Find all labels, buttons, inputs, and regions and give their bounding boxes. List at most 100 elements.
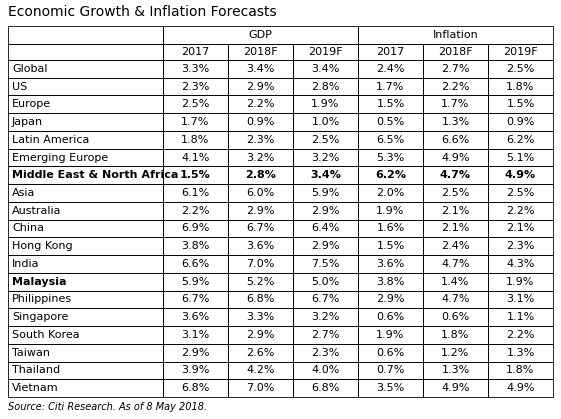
Bar xyxy=(163,26,358,44)
Bar xyxy=(358,202,423,220)
Bar xyxy=(423,202,488,220)
Text: 7.0%: 7.0% xyxy=(246,383,275,393)
Text: Middle East & North Africa: Middle East & North Africa xyxy=(12,170,178,180)
Bar xyxy=(358,255,423,273)
Bar xyxy=(423,60,488,78)
Bar xyxy=(163,273,228,291)
Text: 2.5%: 2.5% xyxy=(311,135,340,145)
Bar xyxy=(228,149,293,166)
Text: 6.4%: 6.4% xyxy=(311,223,340,233)
Bar xyxy=(358,184,423,202)
Bar xyxy=(488,149,553,166)
Text: 3.4%: 3.4% xyxy=(246,64,275,74)
Bar xyxy=(358,379,423,397)
Bar xyxy=(8,362,163,379)
Text: 2.1%: 2.1% xyxy=(507,223,535,233)
Bar xyxy=(8,273,163,291)
Text: 1.5%: 1.5% xyxy=(376,99,404,109)
Bar xyxy=(8,44,163,60)
Text: 3.1%: 3.1% xyxy=(507,295,535,305)
Bar xyxy=(488,113,553,131)
Bar xyxy=(293,113,358,131)
Text: 5.9%: 5.9% xyxy=(311,188,340,198)
Bar xyxy=(488,202,553,220)
Text: 5.2%: 5.2% xyxy=(246,277,275,287)
Bar xyxy=(423,113,488,131)
Text: 6.1%: 6.1% xyxy=(181,188,210,198)
Text: Australia: Australia xyxy=(12,206,62,216)
Text: 1.0%: 1.0% xyxy=(311,117,339,127)
Text: 3.5%: 3.5% xyxy=(376,383,404,393)
Bar xyxy=(163,184,228,202)
Text: 2.2%: 2.2% xyxy=(442,82,470,92)
Text: 1.8%: 1.8% xyxy=(442,330,470,340)
Text: 2.3%: 2.3% xyxy=(311,348,340,358)
Text: 1.5%: 1.5% xyxy=(180,170,211,180)
Text: 4.9%: 4.9% xyxy=(505,170,536,180)
Bar xyxy=(293,60,358,78)
Bar xyxy=(358,291,423,308)
Bar xyxy=(163,308,228,326)
Text: 4.7%: 4.7% xyxy=(440,170,471,180)
Bar xyxy=(8,255,163,273)
Text: 2.9%: 2.9% xyxy=(311,241,340,251)
Text: 1.2%: 1.2% xyxy=(442,348,470,358)
Bar xyxy=(228,184,293,202)
Bar xyxy=(228,113,293,131)
Bar xyxy=(8,184,163,202)
Bar xyxy=(488,166,553,184)
Text: 2.4%: 2.4% xyxy=(376,64,404,74)
Bar xyxy=(228,202,293,220)
Bar xyxy=(163,78,228,96)
Bar xyxy=(293,238,358,255)
Text: 2.2%: 2.2% xyxy=(246,99,275,109)
Bar xyxy=(423,166,488,184)
Text: 3.9%: 3.9% xyxy=(181,365,210,375)
Text: 3.4%: 3.4% xyxy=(311,64,340,74)
Text: 2.3%: 2.3% xyxy=(246,135,275,145)
Bar xyxy=(423,326,488,344)
Text: 2.3%: 2.3% xyxy=(181,82,210,92)
Bar xyxy=(163,202,228,220)
Text: GDP: GDP xyxy=(249,30,273,40)
Text: 4.0%: 4.0% xyxy=(311,365,340,375)
Bar xyxy=(293,379,358,397)
Text: 1.3%: 1.3% xyxy=(442,365,470,375)
Bar xyxy=(358,362,423,379)
Text: 3.6%: 3.6% xyxy=(246,241,275,251)
Text: 1.8%: 1.8% xyxy=(507,82,535,92)
Text: 0.7%: 0.7% xyxy=(376,365,404,375)
Bar xyxy=(488,131,553,149)
Bar xyxy=(293,291,358,308)
Text: 6.7%: 6.7% xyxy=(181,295,210,305)
Text: 1.3%: 1.3% xyxy=(442,117,470,127)
Bar xyxy=(8,344,163,362)
Text: 2.6%: 2.6% xyxy=(246,348,275,358)
Text: 2.5%: 2.5% xyxy=(442,188,470,198)
Bar xyxy=(8,60,163,78)
Text: 0.6%: 0.6% xyxy=(376,348,404,358)
Bar xyxy=(488,60,553,78)
Text: 2.2%: 2.2% xyxy=(181,206,210,216)
Bar xyxy=(163,255,228,273)
Bar xyxy=(228,220,293,238)
Bar xyxy=(228,131,293,149)
Text: 2.9%: 2.9% xyxy=(311,206,340,216)
Bar xyxy=(293,166,358,184)
Text: 2018F: 2018F xyxy=(243,47,278,57)
Text: 2.7%: 2.7% xyxy=(311,330,340,340)
Bar xyxy=(293,308,358,326)
Bar xyxy=(358,96,423,113)
Bar xyxy=(8,78,163,96)
Text: 1.1%: 1.1% xyxy=(507,312,535,322)
Text: 7.5%: 7.5% xyxy=(311,259,340,269)
Text: 3.6%: 3.6% xyxy=(181,312,210,322)
Bar xyxy=(8,326,163,344)
Bar xyxy=(163,291,228,308)
Text: Hong Kong: Hong Kong xyxy=(12,241,72,251)
Bar xyxy=(293,344,358,362)
Text: South Korea: South Korea xyxy=(12,330,80,340)
Text: 2.8%: 2.8% xyxy=(245,170,276,180)
Bar xyxy=(423,308,488,326)
Text: 1.8%: 1.8% xyxy=(507,365,535,375)
